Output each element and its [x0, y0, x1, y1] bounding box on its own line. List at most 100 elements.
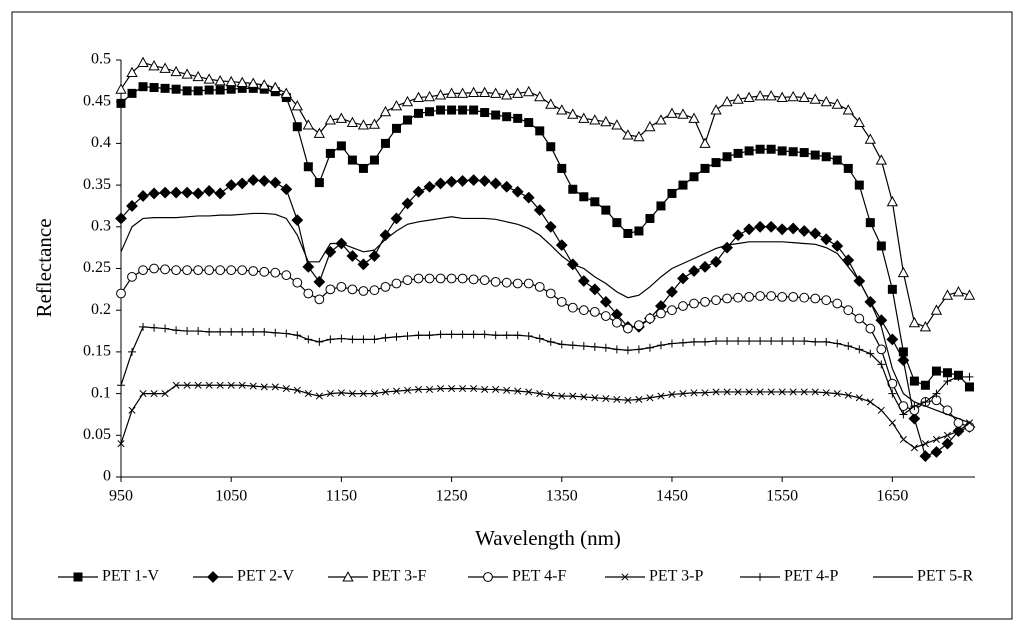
data-point	[932, 435, 940, 444]
data-point	[171, 265, 181, 276]
data-point	[458, 330, 467, 339]
data-point	[599, 295, 612, 308]
data-point	[822, 389, 830, 397]
data-point	[557, 163, 567, 173]
data-point	[789, 388, 797, 396]
data-point	[128, 406, 136, 414]
data-point	[170, 65, 182, 77]
data-point	[479, 275, 490, 286]
data-point	[292, 277, 303, 288]
data-point	[745, 337, 754, 346]
data-point	[214, 187, 227, 200]
data-point	[424, 273, 435, 284]
series-line	[120, 384, 970, 449]
data-point	[370, 390, 378, 398]
data-point	[425, 385, 434, 393]
data-point	[247, 77, 259, 88]
data-point	[138, 82, 148, 92]
data-point	[535, 126, 545, 136]
data-point	[148, 59, 160, 71]
data-point	[601, 343, 610, 352]
data-point	[600, 311, 611, 321]
data-point	[954, 427, 963, 435]
y-axis-label: Reflectance	[32, 218, 56, 317]
data-point	[346, 116, 359, 128]
data-point	[490, 87, 502, 98]
data-point	[656, 308, 666, 319]
data-point	[293, 331, 302, 340]
data-point	[358, 163, 368, 173]
data-point	[667, 305, 677, 316]
data-point	[569, 392, 577, 400]
data-point	[313, 127, 325, 138]
data-point	[336, 281, 347, 292]
data-point	[182, 86, 192, 96]
data-point	[910, 444, 918, 452]
data-point	[588, 283, 601, 296]
data-point	[511, 185, 524, 198]
data-point	[192, 70, 204, 82]
legend-marker	[73, 572, 83, 582]
data-point	[932, 389, 941, 398]
data-point	[567, 108, 579, 119]
legend-marker	[756, 573, 764, 581]
data-point	[139, 322, 148, 331]
data-point	[766, 291, 777, 301]
data-point	[139, 390, 147, 398]
data-point	[337, 334, 346, 343]
data-point	[159, 186, 171, 199]
data-point	[481, 385, 489, 393]
data-point	[315, 392, 323, 400]
data-point	[622, 323, 633, 334]
data-point	[204, 265, 215, 276]
data-point	[909, 376, 919, 386]
data-point	[214, 75, 226, 86]
data-point	[280, 183, 293, 196]
data-point	[346, 250, 359, 262]
data-point	[931, 366, 941, 376]
data-point	[732, 229, 744, 242]
data-point	[380, 138, 390, 148]
data-point	[501, 89, 513, 100]
data-point	[117, 440, 125, 448]
data-point	[489, 177, 502, 190]
data-point	[634, 226, 644, 236]
data-point	[127, 271, 137, 282]
data-point	[688, 265, 700, 277]
data-point	[357, 119, 370, 130]
data-point	[578, 112, 590, 123]
data-point	[369, 155, 379, 165]
data-point	[580, 393, 588, 401]
data-point	[844, 342, 853, 351]
data-point	[225, 179, 238, 192]
data-point	[701, 389, 709, 397]
data-point	[908, 412, 921, 425]
data-point	[623, 228, 633, 238]
data-point	[437, 385, 445, 393]
data-point	[414, 108, 424, 118]
data-point	[689, 172, 699, 182]
data-point	[227, 381, 235, 389]
data-point	[116, 98, 126, 108]
y-tick-label: 0.2	[91, 301, 111, 318]
data-point	[181, 186, 194, 199]
y-tick-label: 0.4	[91, 134, 111, 151]
data-point	[501, 277, 512, 288]
data-point	[743, 223, 756, 236]
data-point	[734, 337, 743, 346]
data-point	[611, 317, 622, 328]
data-point	[304, 335, 313, 344]
data-point	[270, 267, 281, 278]
data-point	[921, 397, 930, 406]
data-point	[523, 85, 535, 97]
data-point	[248, 266, 259, 276]
data-point	[502, 112, 512, 122]
data-point	[326, 335, 335, 344]
data-point	[336, 141, 346, 151]
data-point	[767, 337, 776, 346]
data-point	[590, 197, 600, 207]
x-tick-label: 1550	[766, 488, 798, 505]
data-point	[612, 218, 622, 228]
data-point	[877, 360, 886, 369]
data-point	[589, 306, 600, 317]
